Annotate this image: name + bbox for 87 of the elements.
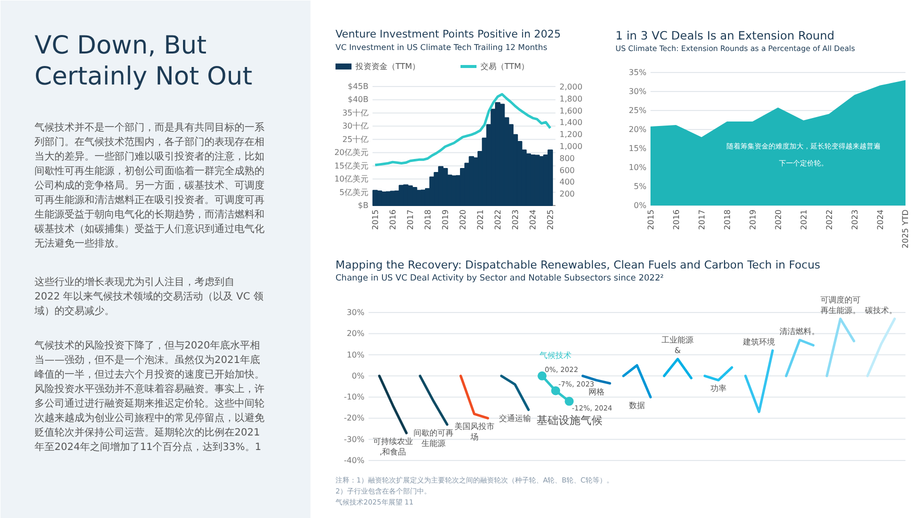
chart-title: Venture Investment Points Positive in 2025 (336, 28, 561, 40)
x-tick-label: 2022 (494, 210, 503, 230)
y-tick-label: 30十亿 (342, 122, 369, 131)
x-tick-label: 2018 (424, 210, 433, 230)
y2-tick-label: 1,200 (560, 130, 582, 140)
chart-subtitle: Change in US VC Deal Activity by Sector and Notable Subsectors since 2022² (336, 274, 664, 284)
x-tick-label: 2025 YTD (901, 209, 910, 248)
x-tick-label: 2016 (672, 210, 681, 230)
y-tick-label: 35十亿 (342, 108, 369, 118)
y-tick-label: 30% (628, 87, 647, 96)
text: 气候技术并不是一个部门，而是具有共同目标的一系列部门。在气候技术范围内，各子部门的表现存在相当大的差异。一些部门难以吸引投资者的注意，比如间歇性可再生能源，初创公司面临着一群完全成熟的公司构成的竞争格局。另一方面，碳基技术、可调度可再生能源和清洁燃料正在吸引投资者。可调度可再生能源受益于朝向电气化的长期趋势，而清洁燃料和碳基技术（如碳捕集）受益于人们意识到通过电气化无法避免一些排放。 (34, 122, 264, 250)
x-tick-label: 2020 (774, 210, 783, 230)
chart-title: 1 in 3 VC Deals Is an Extension Round (616, 28, 834, 42)
y-tick-label: 20% (628, 125, 647, 134)
x-tick-label: 2021 (476, 210, 486, 230)
y-tick-label: 5% (634, 182, 647, 191)
text: 这些行业的增长表现尤为引人注目，考虑到自 2022 年以来气候技术领域的交易活动（以及 VC 领域）的交易减少。 (34, 276, 264, 317)
y2-tick-label: 2,000 (560, 82, 582, 92)
x-tick-label: 2015 (646, 210, 656, 230)
series-label: 建筑环境 (742, 338, 776, 347)
point (551, 386, 560, 396)
y-tick-label: 10% (346, 350, 365, 360)
series-label: 可持续农业,和食品 (372, 437, 413, 456)
y-tick-label: 5亿美元 (339, 188, 369, 197)
series-label: 美国风投市场 (454, 422, 494, 442)
x-tick-label: 2015 (371, 210, 380, 230)
text: VC Down, But Certainly Not Out (34, 30, 252, 90)
y-tick-label: 0% (634, 201, 647, 210)
x-tick-label: 2022 (825, 210, 834, 230)
y2-tick-label: 1,000 (560, 142, 582, 151)
x-tick-label: 2020 (458, 210, 468, 230)
y-tick-label: -30% (344, 434, 365, 444)
x-tick-label: 2019 (748, 210, 758, 230)
y-tick-label: -40% (344, 456, 365, 465)
y-tick-label: $40B (348, 95, 369, 104)
y-tick-label: 20亿美元 (334, 148, 369, 158)
x-tick-label: 2021 (800, 210, 808, 230)
annotation: 基础设施气候 (536, 414, 603, 428)
y-tick-label: 30% (346, 308, 365, 317)
series-label: 数据 (629, 401, 645, 410)
y-tick-label: -10% (344, 392, 365, 402)
text: 气候技术的风险投资下降了，但与2020年底水平相当——强劲，但不是一个泡沫。虽然仅为2021年底峰值的一半，但过去六个月投资的速度已开始加快。风险投资水平强劲并不意味着容易融资。事实上，许多公司通过进行融资延期来推迟定价轮。这些中间轮次越来越成为创业公司旅程中的常见停留点，以避免贬值轮次并保持公司运营。延期轮次的比例在2021年至2024年之间增加了11个百分点，达到33%。1 (34, 340, 264, 453)
x-tick-label: 2023 (850, 210, 860, 230)
series-label: 间歇的可再生能源 (414, 428, 454, 448)
legend-label: 投资资金（TTM） (354, 62, 420, 71)
y-tick-label: 10% (628, 163, 647, 172)
y2-tick-label: 1,400 (560, 118, 582, 128)
chart-title: Mapping the Recovery: Dispatchable Renewables, Clean Fuels and Carbon Tech in Focus (336, 258, 821, 272)
x-tick-label: 2019 (441, 210, 450, 230)
y-tick-label: 15亿美元 (334, 161, 369, 170)
series-label: 交通运输 (498, 414, 531, 423)
series-label: 网格 (588, 387, 604, 396)
y2-tick-label: 400 (560, 178, 575, 187)
y-tick-label: 35% (628, 68, 647, 77)
x-tick-label: 2023 (511, 210, 520, 230)
y2-tick-label: 600 (560, 166, 575, 175)
y-tick-label: 15% (628, 144, 647, 153)
x-tick-label: 2024 (528, 210, 538, 230)
y-tick-label: 25% (628, 106, 647, 115)
x-tick-label: 2017 (698, 210, 706, 230)
series-label: 气候技术 (540, 350, 572, 360)
y2-tick-label: 1,800 (560, 94, 582, 104)
y2-tick-label: 200 (560, 190, 575, 199)
point (538, 371, 547, 380)
legend-label: 交易（TTM） (480, 62, 530, 71)
series-label: 功率 (710, 384, 726, 394)
series-label: 可调度的可再生能源。 (820, 295, 860, 315)
y-tick-label: 10亿美元 (334, 174, 369, 184)
x-tick-label: 2016 (388, 210, 398, 230)
y-tick-label: $45B (348, 82, 369, 91)
x-tick-label: 2017 (406, 210, 416, 230)
y-tick-label: -20% (344, 414, 365, 423)
y2-tick-label: 800 (560, 154, 575, 163)
y-tick-label: 25十亿 (342, 134, 369, 144)
x-tick-label: 2018 (723, 210, 732, 230)
y-tick-label: 20% (346, 329, 365, 338)
series-label: 清洁燃料。 (780, 326, 820, 336)
y-tick-label: $B (358, 201, 368, 210)
chart-subtitle: VC Investment in US Climate Tech Trailing 12 Months (336, 43, 548, 52)
y-tick-label: 0% (352, 371, 365, 380)
series-label: 工业能源 & (662, 336, 694, 356)
point (564, 396, 574, 406)
y2-tick-label: 1,600 (560, 106, 582, 116)
x-tick-label: 2024 (876, 210, 885, 230)
x-tick-label: 2025 (546, 210, 556, 230)
series-label: 碳技术。 (864, 306, 898, 315)
line-series (374, 92, 552, 166)
